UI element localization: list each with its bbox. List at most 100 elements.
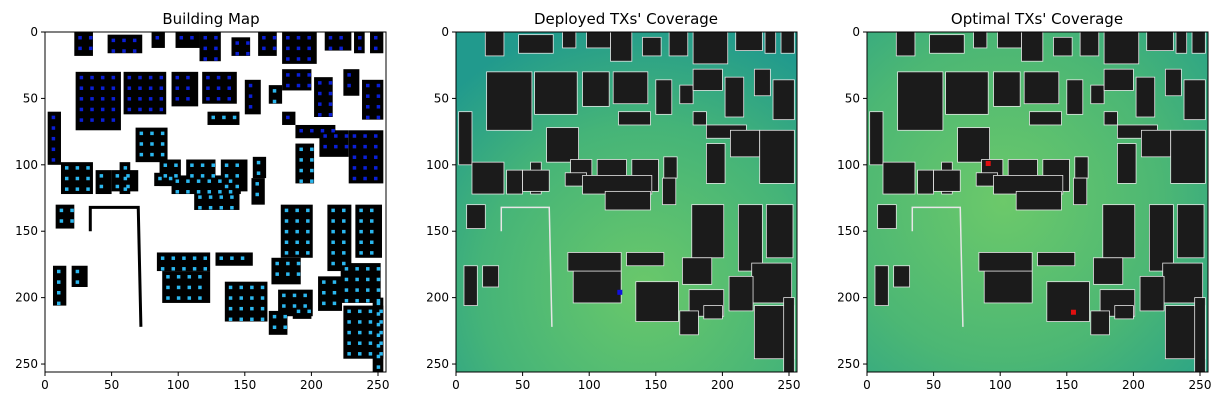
building-overlay [567, 252, 622, 272]
building-marker [132, 38, 137, 43]
building-marker [218, 179, 222, 183]
building-marker [190, 174, 194, 178]
building-marker [216, 75, 221, 80]
building-marker [196, 179, 201, 183]
building-marker [332, 280, 337, 284]
building-marker [374, 35, 378, 40]
building-marker [286, 46, 290, 51]
building-marker [379, 309, 383, 314]
building-marker [320, 128, 325, 133]
building-marker [275, 261, 279, 266]
building-marker [75, 269, 80, 274]
building-overlay [897, 71, 944, 131]
y-tick-label: 150 [837, 224, 860, 238]
building-overlay [1140, 129, 1172, 158]
x-tick-label: 0 [863, 378, 871, 392]
building-marker [295, 251, 299, 255]
building-overlay [662, 177, 677, 206]
building-marker [203, 35, 208, 40]
building-marker [99, 174, 104, 178]
building-overlay [1194, 297, 1206, 373]
y-tick-label: 100 [837, 158, 860, 172]
building-marker [171, 267, 176, 271]
building-footprint [268, 85, 283, 104]
building-overlay [973, 31, 988, 49]
building-outline-structure [911, 206, 964, 327]
building-marker [70, 219, 74, 223]
building-marker [78, 46, 82, 51]
building-marker [376, 333, 381, 337]
panel-title-deployed-coverage: Deployed TXs' Coverage [534, 10, 718, 28]
building-marker [331, 240, 335, 245]
building-marker [310, 179, 314, 183]
building-marker [331, 208, 335, 213]
building-marker [376, 277, 381, 282]
building-marker [296, 57, 301, 61]
transmitter-layer [985, 160, 1076, 315]
x-tick-label: 50 [515, 378, 530, 392]
building-marker [79, 97, 84, 101]
building-marker [90, 97, 94, 101]
building-footprint [268, 310, 288, 335]
building-marker [255, 192, 259, 197]
building-marker [374, 46, 378, 51]
building-marker [192, 267, 197, 271]
building-marker [100, 75, 105, 80]
building-marker [227, 97, 231, 101]
building-marker [100, 86, 105, 90]
building-overlay [945, 71, 989, 115]
building-marker [284, 240, 289, 245]
building-overlay [534, 71, 578, 115]
building-marker [376, 83, 381, 88]
building-marker [111, 118, 116, 122]
building-marker [160, 142, 165, 146]
building-marker [90, 107, 94, 112]
x-tick-label: 150 [233, 378, 256, 392]
building-marker [260, 296, 265, 300]
building-overlay [1117, 143, 1137, 184]
building-marker [176, 285, 181, 290]
building-overlay [692, 68, 723, 91]
building-footprint [156, 252, 211, 272]
building-marker [358, 320, 362, 324]
building-marker [175, 86, 180, 90]
building-marker [374, 144, 378, 149]
building-marker [138, 107, 142, 112]
building-overlay [1046, 281, 1090, 322]
building-marker [198, 195, 202, 199]
building-marker [260, 285, 265, 290]
building-marker [376, 288, 381, 292]
x-tick-label: 200 [711, 378, 734, 392]
building-marker [227, 75, 231, 80]
transmitter-marker [1070, 309, 1076, 315]
building-overlay [1146, 31, 1174, 51]
building-marker [187, 275, 192, 279]
building-marker [342, 219, 346, 223]
building-overlay [703, 305, 723, 320]
building-marker [318, 102, 322, 106]
building-marker [70, 208, 74, 213]
building-overlay [1102, 204, 1136, 259]
building-marker [363, 144, 367, 149]
building-marker [175, 190, 180, 194]
building-marker [358, 46, 362, 51]
building-marker [196, 190, 201, 194]
building-marker [344, 288, 349, 292]
building-marker [230, 205, 234, 210]
building-marker [198, 285, 202, 290]
x-tick-label: 200 [300, 378, 323, 392]
building-marker [359, 208, 363, 213]
building-marker [310, 147, 314, 152]
building-overlay [642, 36, 662, 57]
y-tick-label: 50 [845, 91, 860, 105]
building-overlay [1093, 257, 1124, 285]
building-marker [347, 309, 351, 314]
building-overlay [522, 169, 550, 192]
building-overlay [1114, 305, 1134, 320]
building-marker [198, 275, 202, 279]
transmitter-marker [985, 160, 991, 166]
building-marker [299, 158, 303, 162]
building-marker [379, 320, 383, 324]
building-marker [230, 195, 234, 199]
plot-area-building-map [44, 31, 387, 373]
